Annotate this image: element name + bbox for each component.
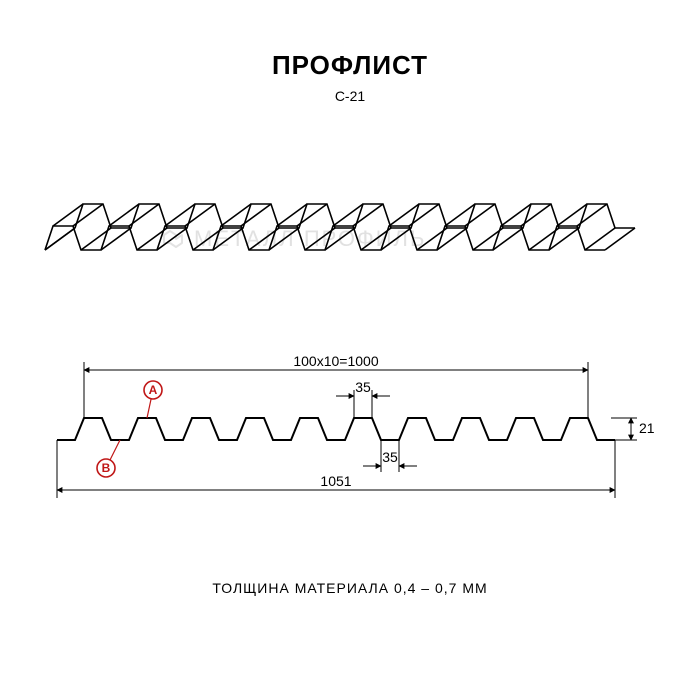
technical-drawing: 100х10=1000 35 1051 35 21 A B <box>35 340 665 500</box>
svg-text:B: B <box>102 461 111 475</box>
material-thickness: ТОЛЩИНА МАТЕРИАЛА 0,4 – 0,7 ММ <box>0 580 700 596</box>
svg-text:35: 35 <box>382 449 398 465</box>
svg-text:21: 21 <box>639 420 655 436</box>
svg-text:A: A <box>149 383 158 397</box>
svg-text:35: 35 <box>355 379 371 395</box>
isometric-view <box>35 140 665 280</box>
svg-text:1051: 1051 <box>320 473 351 489</box>
svg-text:100х10=1000: 100х10=1000 <box>293 353 378 369</box>
model-code: С-21 <box>0 88 700 104</box>
page-title: ПРОФЛИСТ <box>0 50 700 81</box>
page: ПРОФЛИСТ С-21 МЕТАЛЛ ПРОФИЛЬ 100х10=1000… <box>0 0 700 700</box>
